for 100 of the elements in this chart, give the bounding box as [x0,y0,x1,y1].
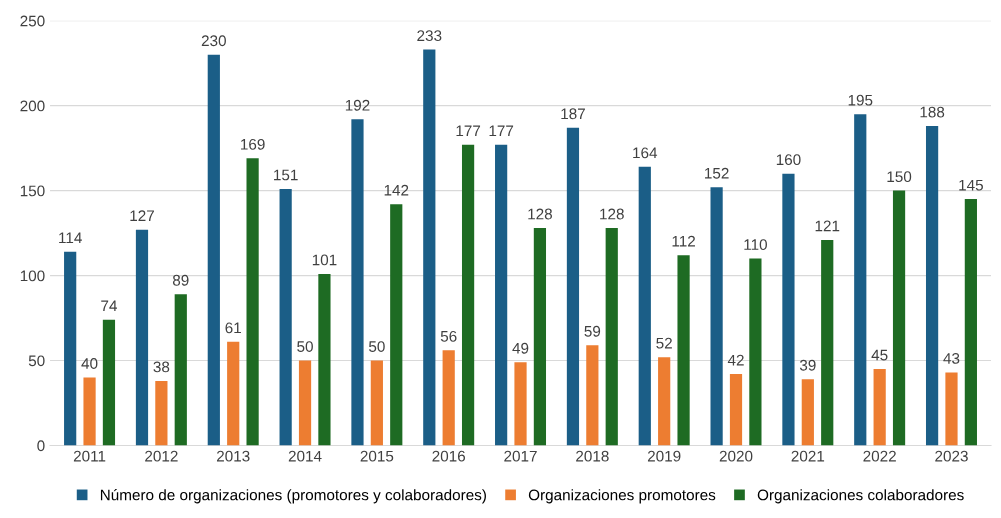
bar [318,273,331,446]
legend-label: Número de organizaciones (promotores y colaboradores) [100,488,486,504]
bar [729,374,743,446]
data-label: 177 [456,125,481,137]
data-label: 74 [101,300,117,312]
data-label: 164 [633,147,658,159]
bar [533,228,547,446]
x-tick-label: 2015 [360,450,394,462]
y-tick-label: 200 [20,100,45,112]
bar [677,255,690,446]
data-label: 192 [345,99,370,111]
data-label: 187 [561,108,585,120]
bar [945,372,958,446]
bar [155,380,168,446]
data-label: 188 [920,106,945,118]
data-label: 101 [312,254,337,266]
bar [925,126,939,446]
bar [638,166,651,446]
bar [461,144,475,446]
bar [605,228,618,446]
x-tick-label: 2011 [73,450,106,462]
data-label: 230 [201,35,226,47]
bar [821,239,834,446]
data-label: 110 [744,239,767,251]
data-label: 151 [274,169,298,181]
bar [207,54,220,446]
bar [279,188,292,446]
data-label: 39 [799,359,816,371]
data-label: 169 [241,138,265,150]
data-label: 128 [600,208,624,220]
x-tick-label: 2016 [432,450,466,462]
data-label: 112 [672,235,695,247]
x-tick-label: 2021 [791,450,825,462]
bar [658,357,671,446]
x-tick-label: 2019 [647,450,681,462]
y-tick-label: 150 [20,185,45,197]
x-tick-label: 2020 [719,450,753,462]
data-label: 150 [887,171,912,183]
data-label: 56 [440,330,457,342]
legend-label: Organizaciones promotores [528,489,716,504]
y-tick-label: 0 [37,440,45,452]
x-tick-label: 2022 [863,450,896,462]
bar [227,341,240,446]
data-label: 233 [417,30,442,42]
bar [495,144,508,446]
y-tick-label: 50 [28,355,45,367]
data-label: 50 [368,341,385,352]
bar [83,377,96,446]
bar [135,229,149,446]
bar [442,350,455,446]
data-label: 61 [225,322,241,334]
data-label: 40 [81,358,98,369]
data-label: 59 [584,325,601,337]
y-tick-label: 250 [20,15,45,27]
bar [370,360,383,446]
data-label: 152 [705,167,729,179]
bar [514,362,527,446]
data-label: 52 [656,337,672,349]
data-label: 121 [815,220,840,232]
data-label: 38 [153,361,170,373]
data-label: 128 [528,208,552,220]
bar [298,360,312,446]
bar [423,49,436,446]
bar [710,187,723,446]
data-label: 89 [172,274,189,286]
data-label: 142 [384,184,409,196]
y-tick-label: 100 [20,270,45,282]
data-label: 43 [943,353,960,364]
data-label: 42 [727,354,744,366]
bar [854,114,867,446]
data-label: 195 [848,94,873,106]
data-label: 145 [959,179,983,191]
bar [174,294,187,446]
data-label: 114 [59,232,82,244]
data-label: 50 [297,341,313,352]
legend-label: Organizaciones colaboradores [757,489,964,504]
bar [390,204,403,446]
x-tick-label: 2017 [504,450,537,462]
data-label: 160 [776,154,801,166]
x-tick-label: 2014 [288,450,322,462]
bar [873,369,886,446]
bar [782,173,795,446]
bar [102,319,116,446]
data-label: 177 [489,125,514,137]
data-label: 127 [130,210,154,221]
bar [964,199,977,446]
x-tick-label: 2012 [145,450,178,462]
bar [749,258,762,446]
x-tick-label: 2013 [216,450,250,462]
bar [351,119,364,446]
bar [64,251,77,446]
x-tick-label: 2018 [576,450,609,462]
bar [566,127,580,446]
bar [586,345,599,446]
data-label: 49 [512,342,529,354]
bar [892,190,906,446]
data-label: 45 [871,349,888,361]
bar [801,379,814,446]
x-tick-label: 2023 [935,450,968,462]
bar [246,158,259,446]
